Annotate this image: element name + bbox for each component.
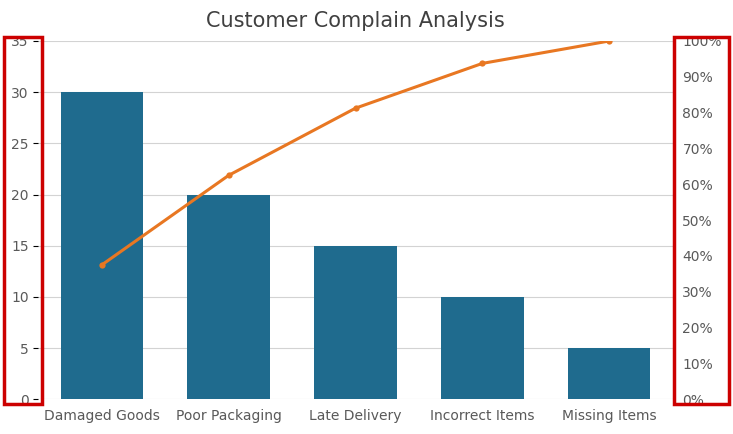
Bar (188, 194, 270, 399)
Bar (61, 92, 143, 399)
Bar (314, 246, 397, 399)
Bar (441, 297, 523, 399)
Title: Customer Complain Analysis: Customer Complain Analysis (206, 11, 505, 31)
Bar (568, 348, 650, 399)
